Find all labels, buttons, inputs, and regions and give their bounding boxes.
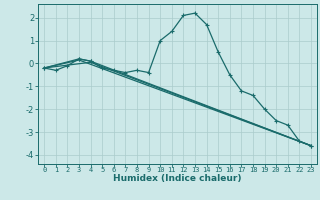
X-axis label: Humidex (Indice chaleur): Humidex (Indice chaleur) (113, 174, 242, 183)
